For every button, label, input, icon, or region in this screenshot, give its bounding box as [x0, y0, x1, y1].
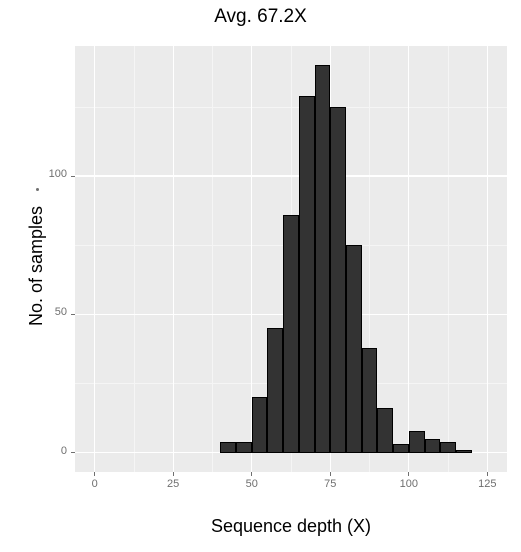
y-tick — [71, 452, 75, 453]
grid-minor-v — [212, 46, 213, 472]
grid-major-v — [173, 46, 174, 472]
x-axis-title: Sequence depth (X) — [75, 516, 507, 537]
histogram-bar — [409, 431, 425, 453]
grid-major-v — [487, 46, 488, 472]
x-tick — [173, 472, 174, 476]
histogram-bar — [377, 408, 393, 452]
histogram-bar — [362, 348, 378, 453]
chart-title: Avg. 67.2X — [0, 6, 521, 28]
y-tick — [71, 314, 75, 315]
plot-panel — [75, 46, 507, 472]
x-tick-label: 100 — [389, 478, 429, 490]
grid-major-h — [75, 175, 507, 176]
x-tick-label: 125 — [467, 478, 507, 490]
histogram-bar — [236, 442, 252, 453]
x-tick — [487, 472, 488, 476]
histogram-bar — [456, 450, 472, 453]
y-tick-label: 100 — [35, 168, 67, 180]
decorative-dot — [36, 188, 39, 191]
histogram-bar — [315, 65, 331, 452]
histogram-bar — [330, 107, 346, 453]
x-tick-label: 50 — [232, 478, 272, 490]
grid-major-v — [408, 46, 409, 472]
histogram-bar — [299, 96, 315, 453]
histogram-bar — [440, 442, 456, 453]
histogram-figure: Avg. 67.2X No. of samples Sequence depth… — [0, 0, 521, 552]
y-tick-label: 0 — [35, 445, 67, 457]
y-tick-label: 50 — [35, 306, 67, 318]
x-tick-label: 75 — [310, 478, 350, 490]
histogram-bar — [425, 439, 441, 453]
histogram-bar — [220, 442, 236, 453]
y-tick — [71, 176, 75, 177]
x-tick-label: 25 — [153, 478, 193, 490]
x-tick — [330, 472, 331, 476]
x-tick — [94, 472, 95, 476]
histogram-bar — [252, 397, 268, 452]
x-tick — [251, 472, 252, 476]
histogram-bar — [346, 245, 362, 452]
grid-major-v — [94, 46, 95, 472]
histogram-bar — [393, 444, 409, 452]
histogram-bar — [283, 215, 299, 453]
x-tick — [408, 472, 409, 476]
x-tick-label: 0 — [75, 478, 115, 490]
grid-minor-v — [448, 46, 449, 472]
grid-minor-v — [134, 46, 135, 472]
histogram-bar — [267, 328, 283, 452]
